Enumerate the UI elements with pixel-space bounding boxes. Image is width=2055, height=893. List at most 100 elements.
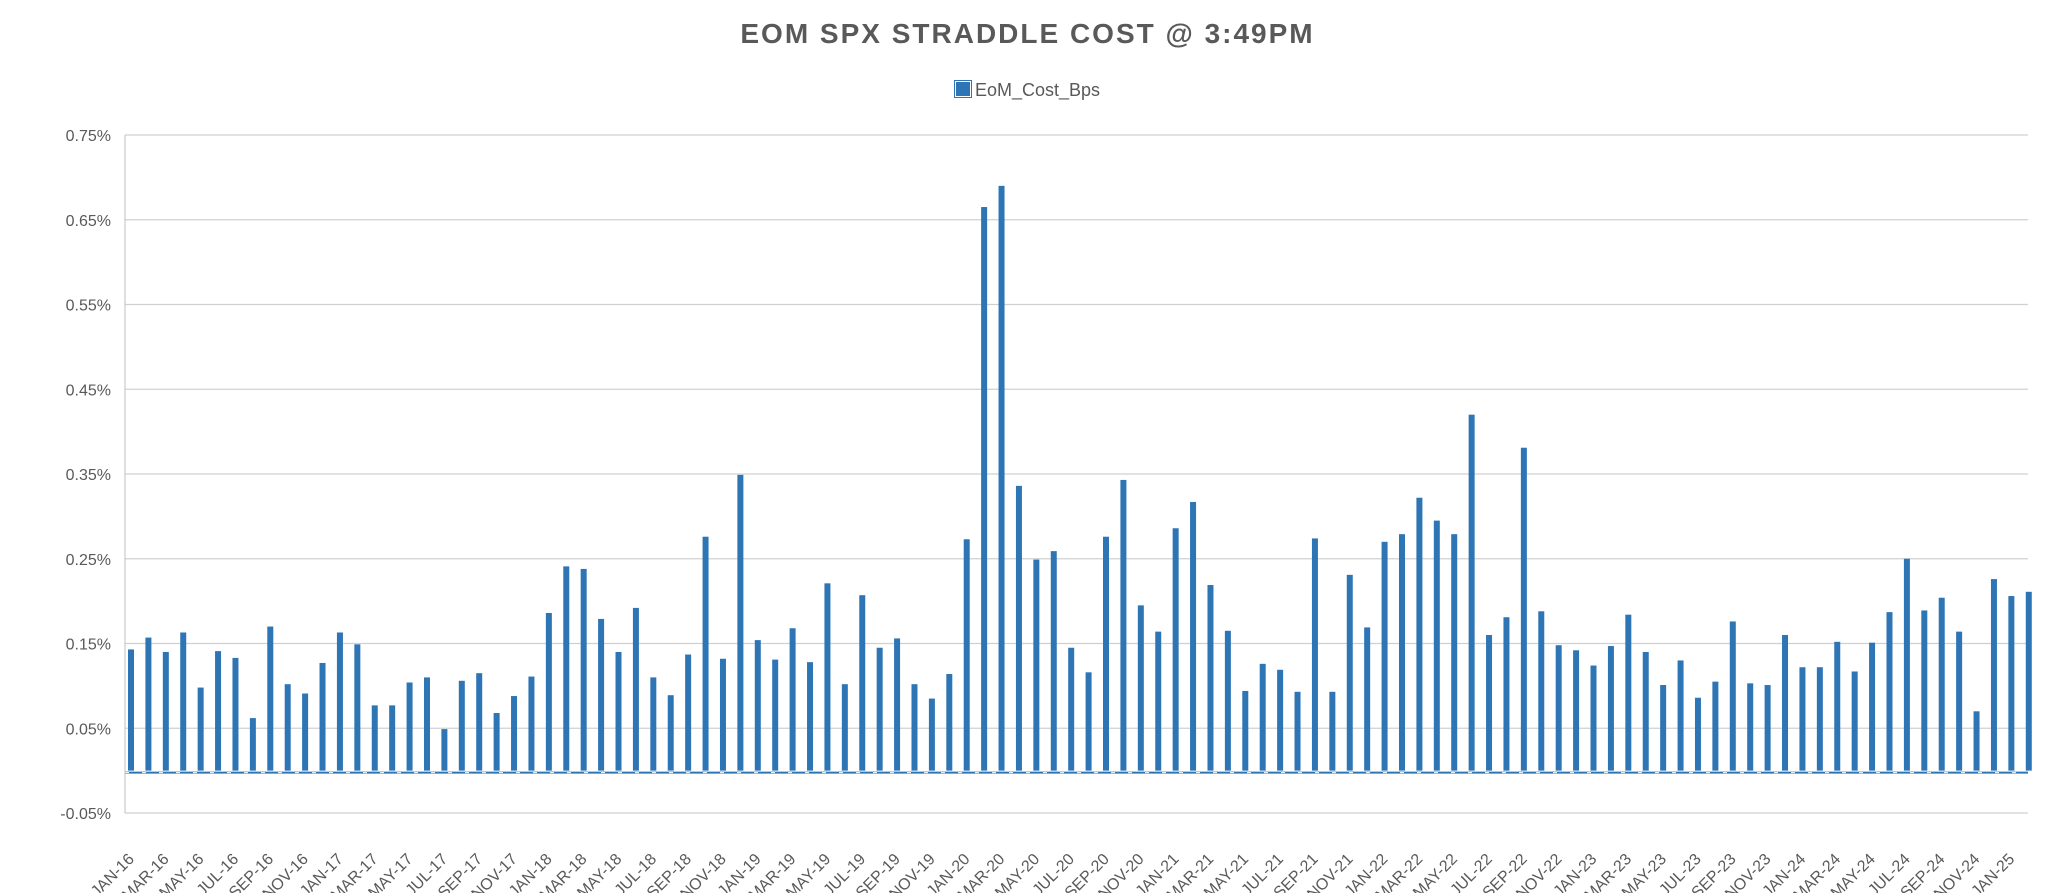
- y-tick-label: 0.35%: [66, 467, 111, 484]
- bar: 0.101%: [1764, 685, 1771, 771]
- bar: 0.322%: [1416, 497, 1423, 771]
- bar: 0.154%: [754, 640, 761, 771]
- x-axis: JAN-16MAR-16MAY-16JUL-16SEP-16NOV-16JAN-…: [88, 771, 2028, 893]
- bar: 0.116%: [1085, 672, 1092, 771]
- bar: 0.106%: [458, 680, 465, 771]
- bar: 0.164%: [1956, 631, 1963, 771]
- bar: 0.187%: [1886, 612, 1893, 771]
- bar: 0.110%: [423, 677, 430, 771]
- bar: 0.249%: [1033, 559, 1040, 771]
- bar: 0.145%: [876, 647, 883, 771]
- bar: 0.117%: [1851, 671, 1858, 771]
- bar: 0.276%: [702, 536, 709, 771]
- bar: 0.085%: [928, 698, 935, 771]
- bar: 0.103%: [1747, 683, 1754, 771]
- bar: 0.276%: [1103, 536, 1110, 771]
- y-axis: -0.05% 0.05% 0.15% 0.25% 0.35% 0.45% 0.55% 0.65…: [60, 128, 126, 823]
- y-tick-label: 0.55%: [66, 298, 111, 315]
- chart-title: EOM SPX STRADDLE COST @ 3:49PM: [740, 18, 1315, 49]
- bar: 0.317%: [1190, 501, 1197, 771]
- bar: 0.168%: [789, 628, 796, 771]
- bar: 0.250%: [1903, 558, 1910, 771]
- bar: 0.195%: [1137, 605, 1144, 771]
- bar: 0.091%: [302, 693, 309, 771]
- bar: 0.238%: [580, 568, 587, 771]
- bar: 0.133%: [232, 657, 239, 771]
- bar: 0.165%: [1224, 630, 1231, 771]
- bar: 0.179%: [598, 618, 605, 771]
- bar: 0.286%: [1172, 528, 1179, 771]
- bar: 0.665%: [981, 207, 988, 771]
- bar: 0.049%: [441, 729, 448, 771]
- bar: 0.420%: [1468, 414, 1475, 771]
- bar: 0.124%: [1590, 665, 1597, 771]
- bar: 0.147%: [1607, 646, 1614, 771]
- bar: 0.140%: [1642, 651, 1649, 771]
- y-tick-label: -0.05%: [60, 806, 111, 823]
- bar: 0.349%: [737, 474, 744, 771]
- y-tick-label: 0.45%: [66, 382, 111, 399]
- bar: 0.102%: [284, 684, 291, 771]
- bar: 0.088%: [511, 696, 518, 771]
- bar: 0.068%: [493, 712, 500, 771]
- bar: 0.259%: [1050, 551, 1057, 771]
- bars: 0.143% 0.157% 0.140% 0.163% 0.098% 0.141% 0.13…: [128, 185, 2032, 771]
- bar: 0.381%: [1520, 447, 1527, 771]
- bar: 0.189%: [1921, 610, 1928, 771]
- bar: 0.104%: [406, 682, 413, 771]
- bar: 0.149%: [354, 644, 361, 771]
- bar: 0.111%: [528, 676, 535, 771]
- bar: 0.101%: [1660, 685, 1667, 771]
- bar: 0.089%: [667, 695, 674, 771]
- bar: 0.093%: [1294, 691, 1301, 771]
- legend: EoM_Cost_Bps: [0, 80, 2055, 101]
- bar: 0.122%: [1816, 667, 1823, 771]
- bar: 0.127%: [319, 662, 326, 771]
- bar: 0.086%: [1694, 697, 1701, 771]
- bar: 0.690%: [998, 185, 1005, 771]
- bar: 0.219%: [1207, 585, 1214, 771]
- bar: 0.207%: [859, 595, 866, 771]
- bar: 0.221%: [824, 583, 831, 771]
- bar: 0.128%: [807, 662, 814, 771]
- bar: 0.141%: [215, 651, 222, 771]
- bar: 0.151%: [1869, 642, 1876, 771]
- bar: 0.164%: [1155, 631, 1162, 771]
- bar: 0.295%: [1433, 520, 1440, 771]
- y-tick-label: 0.15%: [66, 637, 111, 654]
- bar: 0.160%: [1782, 635, 1789, 771]
- bar: 0.119%: [1277, 669, 1284, 771]
- bar: 0.137%: [685, 654, 692, 771]
- bar: 0.279%: [1451, 534, 1458, 771]
- bar: 0.186%: [545, 612, 552, 771]
- bar: 0.077%: [371, 705, 378, 771]
- bar: 0.241%: [563, 566, 570, 771]
- bar: 0.098%: [197, 687, 204, 771]
- bar: 0.140%: [162, 651, 169, 771]
- bar: 0.126%: [1259, 663, 1266, 771]
- y-tick-label: 0.05%: [66, 721, 111, 738]
- bar: 0.148%: [1555, 645, 1562, 771]
- y-tick-label: 0.75%: [66, 128, 111, 145]
- bar: 0.270%: [1381, 541, 1388, 771]
- bar: 0.094%: [1242, 690, 1249, 771]
- bar: 0.231%: [1346, 574, 1353, 771]
- bar: 0.115%: [476, 673, 483, 771]
- bar: 0.279%: [1398, 534, 1405, 771]
- bar: 0.114%: [946, 674, 953, 771]
- bar: 0.102%: [841, 684, 848, 771]
- bar: 0.273%: [963, 539, 970, 771]
- bar: 0.070%: [1973, 711, 1980, 771]
- bar: 0.110%: [650, 677, 657, 771]
- bar: 0.184%: [1625, 614, 1632, 771]
- bar: 0.336%: [1015, 485, 1022, 771]
- bar: 0.176%: [1729, 621, 1736, 771]
- y-tick-label: 0.65%: [66, 213, 111, 230]
- bar: 0.140%: [615, 651, 622, 771]
- bar: 0.192%: [632, 607, 639, 771]
- bar: 0.163%: [180, 632, 187, 771]
- bar: 0.132%: [719, 658, 726, 771]
- bar: 0.145%: [1068, 647, 1075, 771]
- bar: 0.077%: [389, 705, 396, 771]
